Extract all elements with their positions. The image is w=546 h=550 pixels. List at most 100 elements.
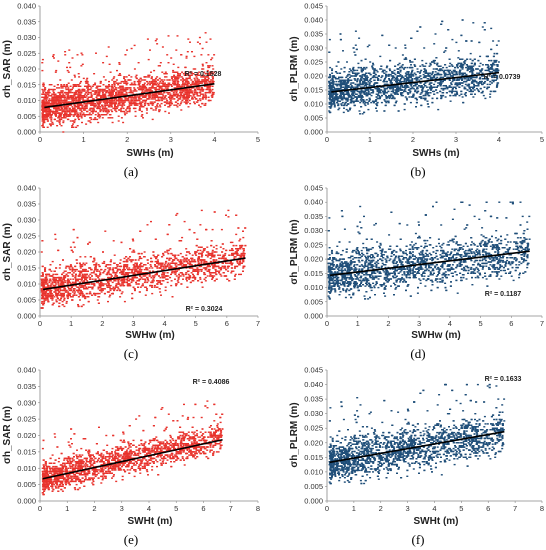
scatter-point (198, 36, 201, 39)
scatter-point (456, 85, 459, 87)
scatter-point (375, 107, 377, 109)
scatter-point (481, 90, 484, 93)
scatter-point (94, 91, 97, 94)
scatter-point (166, 91, 169, 94)
scatter-point (120, 98, 123, 100)
scatter-point (171, 95, 174, 97)
scatter-point (59, 93, 62, 95)
scatter-point (111, 102, 114, 105)
scatter-point (338, 100, 341, 102)
scatter-point (206, 85, 209, 87)
scatter-point (98, 101, 101, 103)
scatter-point (365, 82, 368, 84)
scatter-point (488, 68, 491, 70)
scatter-point (392, 89, 395, 91)
scatter-point (185, 91, 188, 94)
scatter-point (395, 79, 398, 81)
scatter-point (180, 91, 183, 94)
scatter-point (392, 85, 395, 87)
scatter-point (340, 86, 343, 88)
scatter-point (176, 102, 179, 105)
scatter-point (137, 62, 140, 64)
scatter-point (113, 95, 116, 97)
scatter-point (389, 69, 392, 72)
scatter-point (66, 66, 68, 69)
scatter-point (465, 64, 468, 66)
scatter-point (463, 86, 466, 88)
scatter-point (460, 72, 463, 74)
scatter-point (79, 82, 82, 84)
scatter-point (117, 120, 120, 122)
scatter-point (42, 114, 45, 116)
scatter-point (345, 93, 348, 95)
scatter-point (192, 93, 195, 95)
scatter-point (345, 82, 348, 84)
scatter-point (422, 86, 425, 88)
scatter-point (68, 90, 71, 92)
scatter-point (80, 52, 83, 54)
scatter-point (330, 93, 333, 95)
scatter-point (133, 90, 136, 92)
scatter-point (458, 72, 461, 74)
scatter-point (383, 99, 386, 101)
scatter-point (163, 96, 166, 98)
scatter-point (151, 102, 153, 105)
scatter-point (211, 85, 214, 87)
scatter-point (155, 96, 158, 98)
scatter-point (376, 71, 379, 73)
scatter-point (396, 90, 399, 93)
scatter-point (70, 104, 73, 106)
scatter-point (165, 84, 168, 86)
scatter-point (63, 110, 66, 113)
scatter-point (176, 79, 179, 81)
scatter-point (181, 90, 184, 92)
scatter-point (162, 98, 164, 100)
scatter-point (89, 91, 92, 94)
scatter-point (403, 80, 406, 83)
scatter-point (81, 90, 84, 92)
scatter-point (394, 89, 397, 91)
scatter-point (454, 93, 457, 95)
scatter-point (361, 76, 364, 79)
x-tick-label: 2 (125, 135, 129, 144)
scatter-point (62, 131, 65, 133)
scatter-point (185, 84, 188, 86)
scatter-point (75, 96, 78, 98)
scatter-point (376, 76, 379, 79)
scatter-point (88, 114, 91, 116)
scatter-point (99, 115, 102, 117)
scatter-point (69, 112, 72, 114)
scatter-point (95, 110, 97, 113)
scatter-point (47, 104, 49, 106)
y-tick-label: 0.010 (304, 100, 323, 109)
scatter-point (160, 93, 163, 95)
scatter-point (452, 79, 455, 81)
scatter-point (185, 74, 188, 76)
scatter-point (161, 96, 163, 98)
scatter-point (347, 103, 350, 105)
scatter-point (101, 117, 104, 119)
scatter-point (335, 89, 338, 91)
scatter-point (48, 110, 51, 113)
scatter-point (399, 71, 402, 73)
scatter-point (133, 82, 136, 84)
scatter-point (445, 73, 448, 76)
scatter-point (109, 104, 112, 106)
scatter-point (331, 85, 334, 87)
scatter-point (473, 89, 476, 91)
scatter-point (347, 80, 350, 83)
scatter-point (354, 44, 357, 46)
scatter-point (65, 84, 68, 86)
scatter-point (399, 66, 402, 69)
scatter-point (42, 96, 45, 98)
scatter-point (141, 114, 144, 116)
scatter-point (430, 73, 433, 76)
scatter-point (143, 85, 146, 87)
scatter-point (469, 58, 472, 60)
scatter-point (182, 90, 185, 92)
scatter-point (428, 94, 431, 97)
scatter-point (46, 93, 49, 95)
scatter-point (75, 99, 78, 102)
scatter-point (74, 104, 77, 106)
scatter-point (65, 88, 68, 91)
